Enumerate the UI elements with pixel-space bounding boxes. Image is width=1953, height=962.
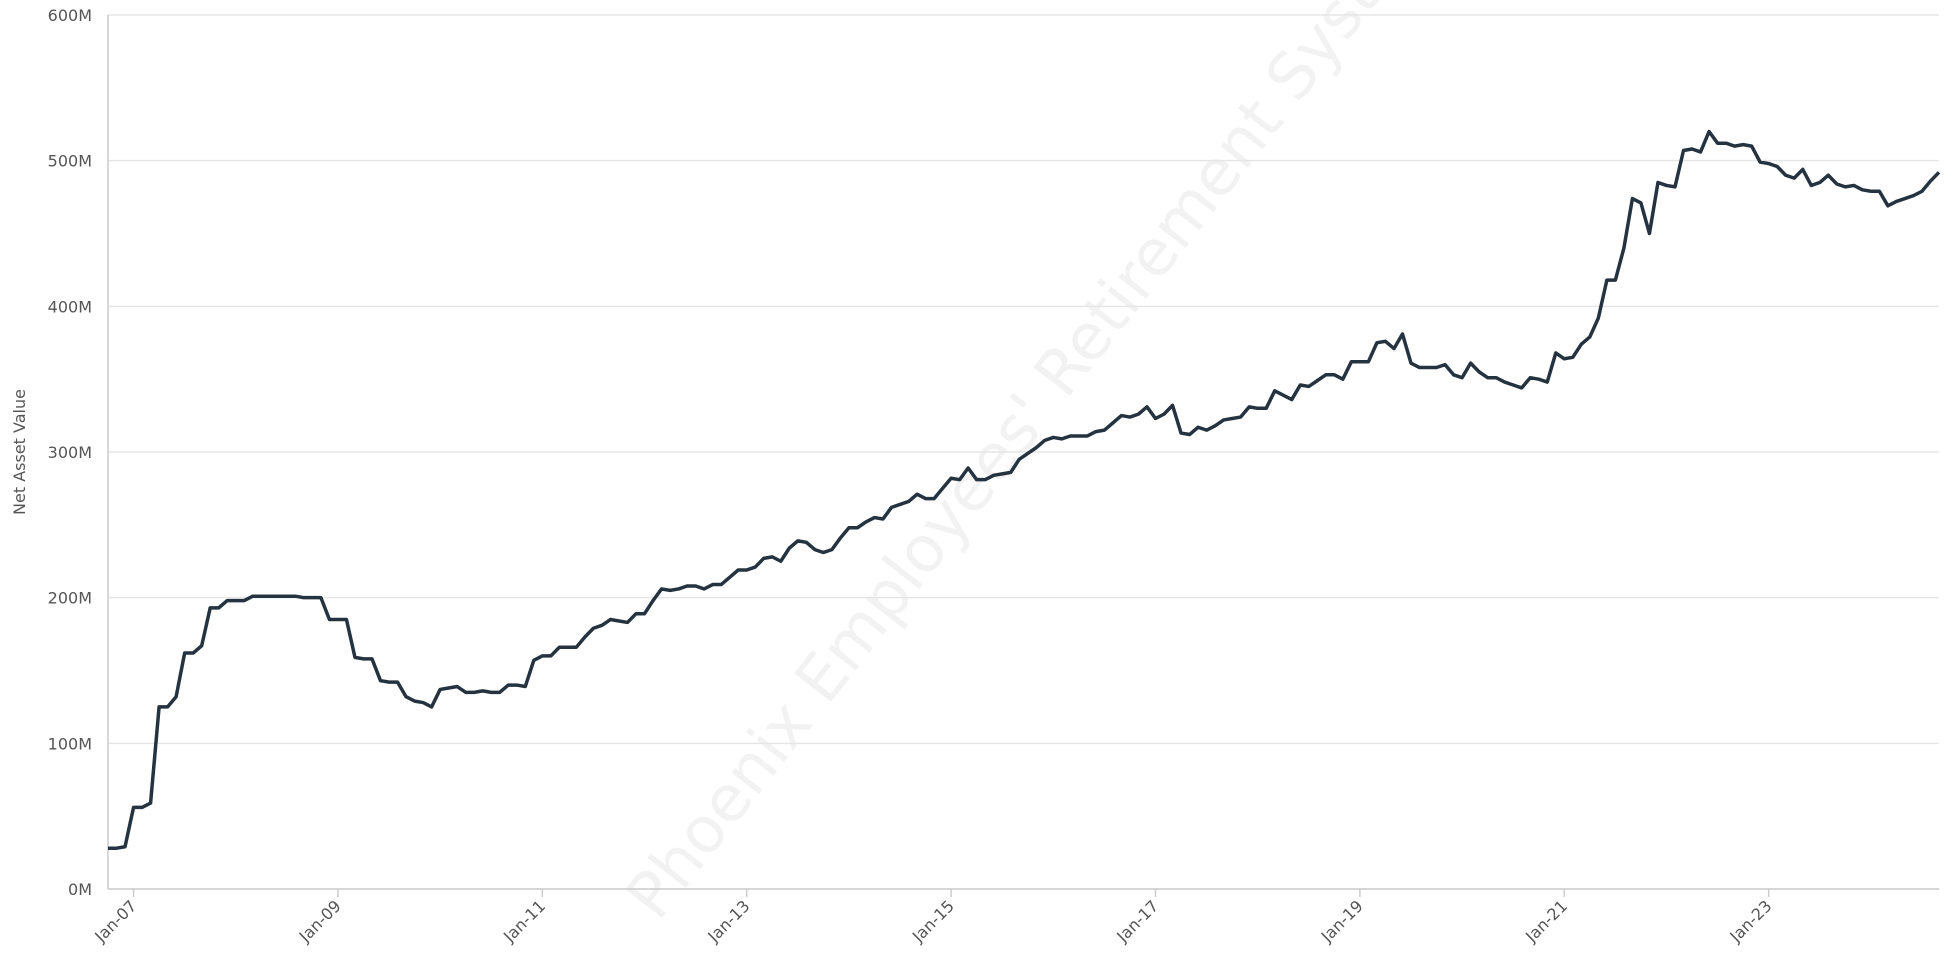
x-tick-label: Jan-21 xyxy=(1521,896,1571,946)
y-tick-label: 300M xyxy=(48,443,92,462)
y-tick-label: 400M xyxy=(48,297,92,316)
y-tick-label: 500M xyxy=(48,152,92,171)
y-tick-label: 600M xyxy=(48,6,92,25)
series-line xyxy=(108,129,1941,850)
y-tick-label: 100M xyxy=(48,734,92,753)
y-tick-label: 0M xyxy=(68,880,92,899)
x-tick-label: Jan-13 xyxy=(703,896,753,946)
watermark: Phoenix Employees' Retirement System xyxy=(613,0,1458,933)
x-tick-label: Jan-09 xyxy=(295,896,345,946)
x-tick-label: Jan-11 xyxy=(499,896,549,946)
y-tick-label: 200M xyxy=(48,589,92,608)
x-tick-label: Jan-07 xyxy=(90,896,140,946)
x-tick-label: Jan-23 xyxy=(1725,896,1775,946)
x-tick-label: Jan-15 xyxy=(908,896,958,946)
x-tick-label: Jan-17 xyxy=(1112,896,1162,946)
x-tick-label: Jan-19 xyxy=(1317,896,1367,946)
y-axis-label: Net Asset Value xyxy=(10,389,29,515)
